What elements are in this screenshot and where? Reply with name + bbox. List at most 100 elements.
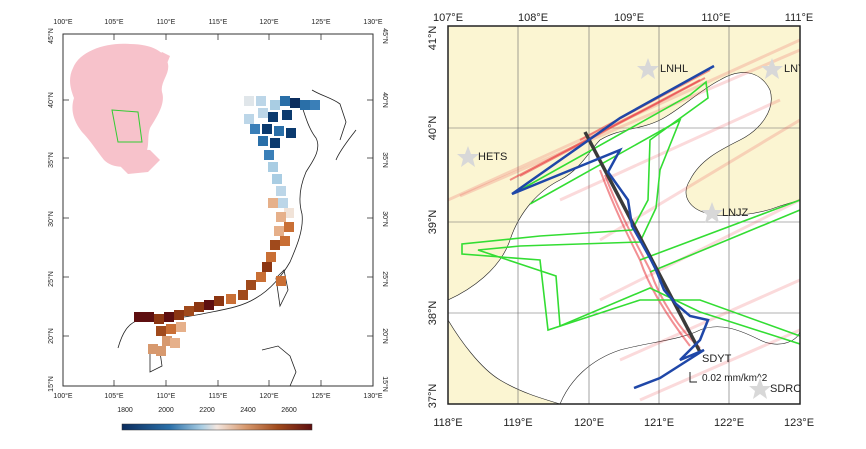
data-cell — [164, 312, 174, 322]
data-cell — [272, 174, 282, 184]
lon-label: 115°E — [209, 392, 228, 400]
lon-label: 115°E — [209, 18, 228, 26]
station-star — [701, 202, 723, 223]
right-bottom-lon-labels: 118°E 119°E 120°E 121°E 122°E 123°E — [433, 417, 814, 429]
data-cell — [290, 98, 300, 108]
lon-label: 105°E — [104, 18, 123, 26]
data-cell — [268, 162, 278, 172]
data-cell — [166, 324, 176, 334]
lon-label: 120°E — [574, 417, 604, 429]
data-cell — [184, 306, 194, 316]
lat-label: 20°N — [47, 328, 55, 344]
lat-label: 37°N — [427, 384, 439, 409]
data-cell — [264, 150, 274, 160]
lat-label: 40°N — [47, 92, 55, 108]
data-cell — [134, 312, 144, 322]
lon-label: 120°E — [259, 18, 278, 26]
data-cell — [244, 96, 254, 106]
lat-label: 38°N — [427, 301, 439, 326]
data-cell — [258, 108, 268, 118]
data-cell — [268, 112, 278, 122]
lat-label: 15°N — [47, 376, 55, 392]
data-cell — [154, 314, 164, 324]
data-cell — [284, 222, 294, 232]
data-cell — [270, 138, 280, 148]
colorbar-ticks: 1800 2000 2200 2400 2600 — [117, 407, 297, 414]
data-cell — [214, 296, 224, 306]
lon-label: 118°E — [433, 417, 462, 429]
lon-label: 110°E — [157, 392, 176, 400]
inset-landmass-south — [118, 148, 160, 174]
data-cell — [300, 100, 310, 110]
station-label-sdyt: SDYT — [702, 353, 732, 365]
data-cell — [144, 312, 154, 322]
inset-landmass — [70, 43, 169, 167]
lat-label: 40°N — [427, 116, 439, 141]
data-cell — [280, 96, 290, 106]
data-cell — [276, 276, 286, 286]
lon-label: 105°E — [104, 392, 123, 400]
lon-label: 120°E — [259, 392, 278, 400]
right-top-lon-labels: 107°E 108°E 109°E 110°E 111°E — [433, 12, 813, 24]
stations — [457, 58, 783, 399]
lon-label: 107°E — [433, 12, 463, 24]
inset-study-box — [111, 109, 143, 143]
data-cells — [134, 96, 320, 356]
taiwan-outline — [275, 269, 289, 308]
station-star — [749, 378, 771, 399]
colorbar-tick-label: 1800 — [117, 407, 133, 414]
lon-label: 108°E — [518, 12, 548, 24]
buffer-boundary — [461, 80, 800, 345]
lon-label: 119°E — [503, 417, 532, 429]
data-cell — [278, 198, 288, 208]
lat-label: 25°N — [47, 271, 55, 287]
data-cell — [266, 252, 276, 262]
right-map-frame — [447, 25, 801, 405]
lon-label: 121°E — [644, 417, 674, 429]
lon-label: 125°E — [311, 18, 330, 26]
data-cell — [286, 128, 296, 138]
data-cell — [244, 114, 254, 124]
data-cell — [270, 100, 280, 110]
left-bottom-lon-labels: 100°E 105°E 110°E 115°E 120°E 125°E 130°… — [53, 392, 382, 400]
data-cell — [174, 310, 184, 320]
colorbar-tick-label: 2000 — [158, 407, 174, 414]
data-cell — [256, 272, 266, 282]
data-cell — [194, 302, 204, 312]
data-cell — [156, 326, 166, 336]
station-star — [761, 58, 783, 79]
lon-label: 110°E — [157, 18, 176, 26]
colorbar-ramp — [121, 423, 313, 431]
left-map-ticks — [62, 33, 374, 386]
lat-label: 30°N — [381, 211, 389, 227]
density-streaks — [448, 38, 800, 402]
data-cell — [246, 280, 256, 290]
data-cell — [226, 294, 236, 304]
station-labels: LNHL LNY HETS LNJZ SDYT SDRC — [478, 63, 806, 395]
lat-label: 39°N — [427, 210, 439, 235]
lat-label: 20°N — [381, 328, 389, 344]
lon-label: 125°E — [311, 392, 330, 400]
data-cell — [274, 126, 284, 136]
data-cell — [284, 208, 294, 218]
korea-coastline — [311, 89, 347, 141]
lon-label: 100°E — [53, 18, 72, 26]
vessel-track — [511, 64, 715, 390]
data-cell — [250, 124, 260, 134]
lat-label: 40°N — [381, 92, 389, 108]
lat-label: 41°N — [427, 26, 439, 51]
legend-label: 0.02 mm/km^2 — [702, 373, 768, 384]
data-cell — [258, 136, 268, 146]
data-cell — [262, 124, 272, 134]
lon-label: 122°E — [714, 417, 744, 429]
lon-label: 110°E — [701, 12, 730, 24]
data-cell — [238, 290, 248, 300]
philippines-coast — [261, 345, 297, 387]
station-label-lnhl: LNHL — [660, 63, 688, 75]
station-label-lny: LNY — [784, 63, 806, 75]
density-legend: 0.02 mm/km^2 — [689, 372, 768, 384]
right-side-lat-labels: 45°N 40°N 35°N 30°N 25°N 20°N 15°N — [381, 28, 389, 392]
station-star — [457, 146, 479, 167]
